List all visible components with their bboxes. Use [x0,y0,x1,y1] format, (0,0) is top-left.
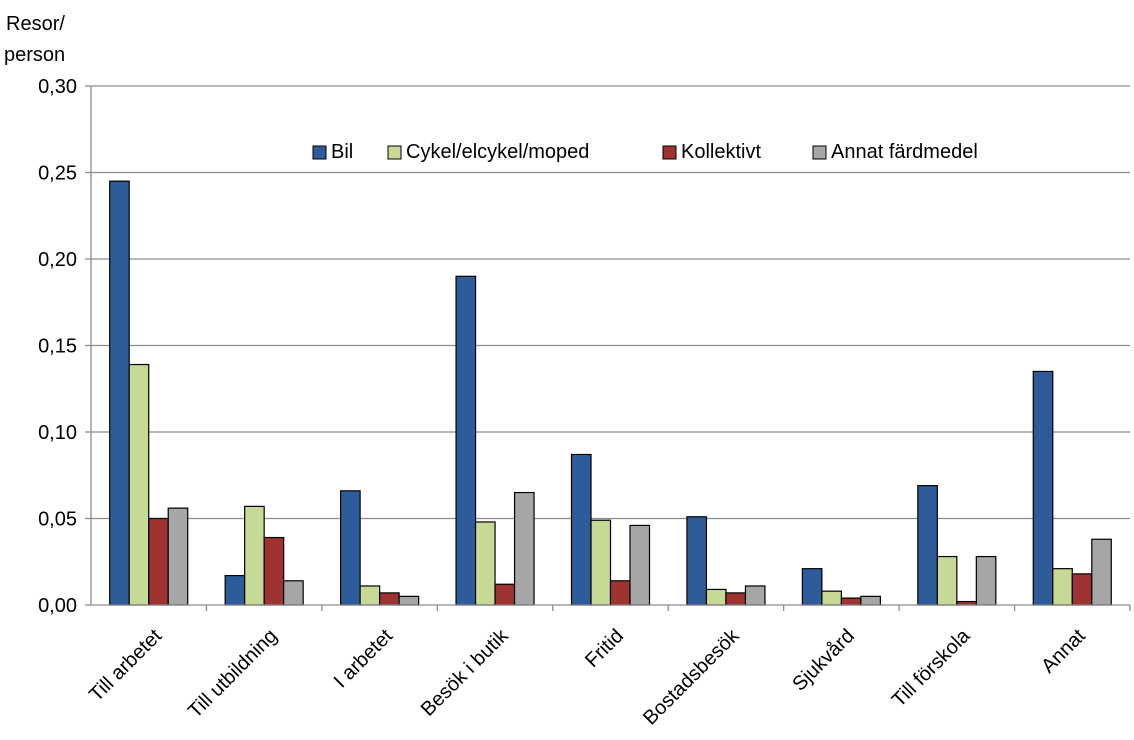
bar [840,597,862,606]
bar [744,585,766,606]
y-axis-label: Resor/person [4,13,65,66]
bar [244,505,265,606]
bar [398,595,420,606]
bar [379,592,400,606]
bar [629,524,651,606]
bar [936,555,958,606]
bar [359,585,381,606]
legend-item: Annat färdmedel [812,141,978,163]
bar [725,592,747,606]
y-tick-label: 0,20 [38,249,77,271]
y-axis-label-line: Resor/ [6,13,65,35]
x-tick-label: I arbetet [330,625,398,693]
bar [590,519,612,606]
bar [860,595,881,606]
bar [975,555,997,606]
legend-swatch [387,145,402,160]
bar [474,521,496,606]
y-axis-label-line: person [4,44,65,66]
bar [513,491,535,606]
legend: Bil Cykel/elcykel/moped Kollektivt Annat fä… [312,141,978,163]
bar [263,536,285,606]
legend-label: Bil [331,141,353,163]
axes [85,85,1131,611]
bar [148,517,169,606]
x-tick-label: Sjukvård [788,625,859,696]
bars [109,180,1112,606]
y-tick-label: 0,10 [38,422,77,444]
y-tick-labels: 0,00 0,05 0,10 0,15 0,20 0,25 0,30 [38,76,77,617]
bar [686,516,708,606]
legend-swatch [312,145,327,160]
legend-label: Kollektivt [681,141,761,163]
bar [1032,370,1054,606]
gridlines [91,85,1130,520]
x-tick-label: Till utbildning [184,625,282,723]
legend-item: Bil [312,141,353,163]
bar [109,180,130,606]
y-tick-label: 0,15 [38,336,77,358]
x-tick-label: Fritid [581,625,628,672]
legend-label: Annat färdmedel [831,141,978,163]
bar [917,485,938,606]
bar [455,275,477,606]
x-tick-label: Till förskola [888,624,975,711]
y-tick-label: 0,25 [38,163,77,185]
bar [609,580,631,606]
bar [1052,568,1073,606]
bar [570,453,592,606]
legend-swatch [812,145,827,160]
y-tick-label: 0,30 [38,76,77,98]
bar [821,590,842,606]
x-tick-label: Annat [1037,625,1090,678]
bar [801,568,823,606]
bar [1071,573,1093,606]
x-tick-label: Till arbetet [85,625,166,706]
y-tick-label: 0,00 [38,595,77,617]
bar [1091,538,1112,606]
bar [128,363,150,606]
bar [283,580,304,606]
bar [340,490,361,606]
legend-swatch [662,145,677,160]
legend-label: Cykel/elcykel/moped [406,141,589,163]
category-labels: Till arbetet Till utbildning I arbetet Besö… [85,624,1090,729]
bar [224,574,246,606]
y-tick-label: 0,05 [38,509,77,531]
bar [705,588,727,606]
x-tick-label: Bostadsbesök [639,624,744,729]
x-tick-label: Besök i butik [417,624,513,720]
bar [494,583,516,606]
legend-item: Cykel/elcykel/moped [387,141,589,163]
bar [167,507,189,606]
legend-item: Kollektivt [662,141,761,163]
